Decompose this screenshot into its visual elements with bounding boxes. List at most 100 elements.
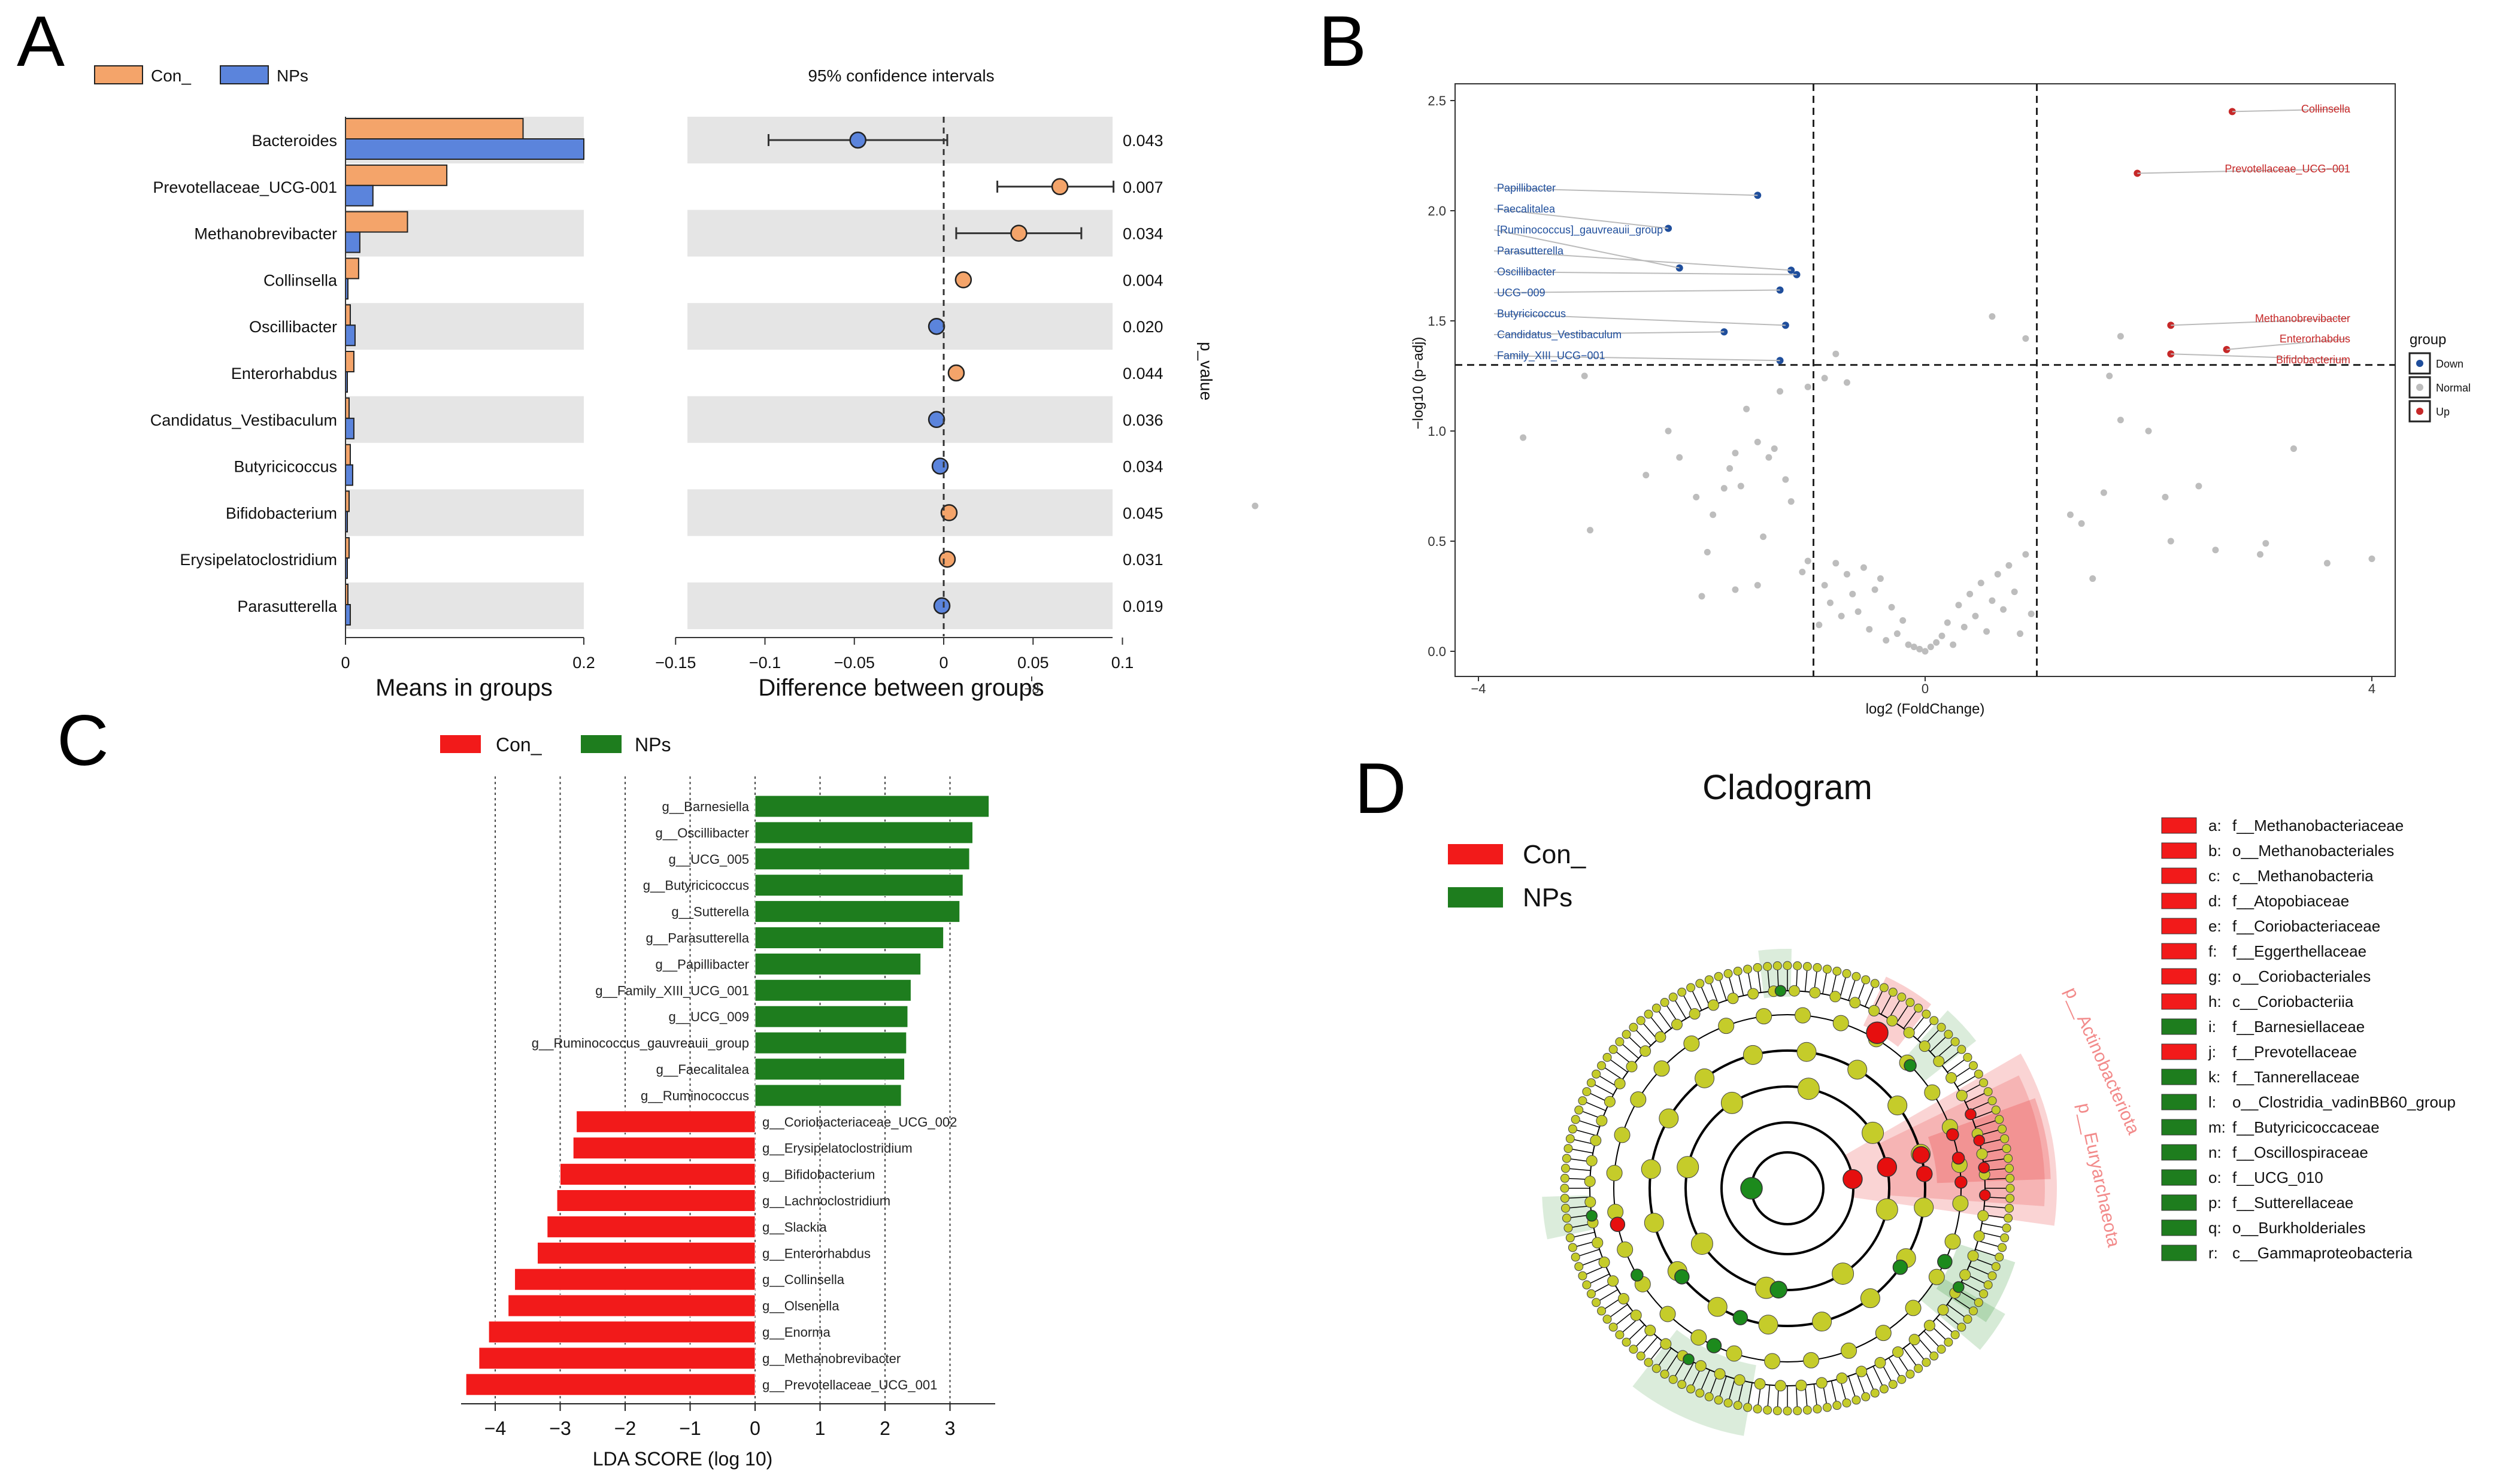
clado-leaf-node — [1723, 969, 1733, 978]
clado-leaf-branch — [1608, 1304, 1628, 1318]
p-value-label: 0.045 — [1123, 504, 1163, 522]
clado-node-nps — [1674, 1269, 1690, 1285]
normal-point — [1251, 502, 1259, 509]
normal-point — [2167, 538, 2174, 545]
clado-node-nps — [1937, 1254, 1953, 1270]
clado-node — [1659, 1306, 1676, 1322]
clado-sector-nps — [1632, 1330, 1756, 1436]
normal-point — [1910, 644, 1917, 651]
panel-d: D Cladogram Con_ NPs p__Actinobacteriota… — [1354, 748, 2456, 1436]
clado-leaf-branch — [1674, 999, 1687, 1019]
clado-leaf-node — [1704, 1392, 1714, 1401]
clado-leaf-node — [1922, 1358, 1931, 1367]
clado-node — [1809, 987, 1821, 999]
taxon-swatch — [2161, 893, 2197, 909]
clado-leaf-node — [1783, 961, 1792, 970]
p-value-axis-title: p_value — [1197, 342, 1216, 400]
taxon-key: g: — [2208, 967, 2222, 985]
means-axis-title: Means in groups — [375, 675, 553, 701]
lefse-bar-nps — [754, 1058, 905, 1081]
clado-leaf-branch — [1649, 1015, 1665, 1034]
normal-point — [2368, 555, 2375, 562]
category-label: Bacteroides — [251, 132, 337, 150]
clado-leaf-node — [1578, 1096, 1587, 1106]
lefse-bar-label: g__Ruminococcus — [641, 1088, 749, 1103]
clado-leaf-node — [1602, 1052, 1612, 1062]
clado-leaf-node — [1861, 975, 1871, 985]
category-label: Methanobrevibacter — [194, 225, 337, 243]
clado-node — [1614, 1127, 1631, 1143]
clado-leaf-node — [1897, 1374, 1907, 1384]
lefse-bar-con — [576, 1110, 756, 1133]
clado-leaf-node — [1888, 987, 1898, 997]
clado-leaf-branch — [1568, 1168, 1591, 1172]
clado-leaf-node — [2005, 1203, 2014, 1213]
normal-point — [1754, 438, 1761, 445]
lefse-bar-con — [560, 1163, 756, 1186]
clado-leaf-node — [1905, 1369, 1915, 1379]
volcano-legend-label: Up — [2436, 406, 2450, 418]
lefse-x-tick-label: −1 — [679, 1418, 701, 1439]
taxon-name: f__Sutterellaceae — [2232, 1194, 2353, 1212]
normal-point — [1977, 579, 1984, 587]
clado-node — [1829, 991, 1841, 1003]
clado-leaf-node — [1565, 1233, 1575, 1243]
arc-label-actinobacteriota: p__Actinobacteriota — [2061, 984, 2144, 1137]
clado-node — [1797, 1078, 1820, 1100]
clado-leaf-node — [1861, 1392, 1871, 1401]
lefse-bars: g__Barnesiella g__Oscillibacter g__UCG_005… — [465, 795, 990, 1396]
arc-letter-c: c — [2044, 1040, 2052, 1058]
clado-leaf-branch — [1896, 1004, 1910, 1024]
difference-tick-label: −0.05 — [834, 654, 875, 672]
clado-leaf-branch — [1961, 1281, 1982, 1294]
p-value-label: 0.007 — [1123, 178, 1163, 196]
clado-leaf-branch — [1577, 1119, 1600, 1128]
difference-point — [1010, 224, 1028, 242]
lefse-bar-label: g__Ruminococcus_gauvreauii_group — [532, 1036, 749, 1051]
clado-leaf-node — [1879, 983, 1889, 993]
row-bands — [346, 117, 1113, 629]
clado-leaf-branch — [1598, 1289, 1619, 1302]
clado-node — [1795, 1007, 1811, 1024]
normal-point — [1804, 383, 1811, 390]
clado-leaf-node — [1851, 1395, 1861, 1405]
clado-node — [1945, 1072, 1957, 1084]
clado-node — [1875, 1325, 1892, 1342]
up-leader-line — [2171, 318, 2348, 326]
normal-point — [1787, 498, 1795, 505]
clado-node — [1592, 1237, 1604, 1249]
normal-point — [2117, 333, 2124, 340]
normal-point — [1950, 641, 1957, 648]
normal-point — [1933, 639, 1940, 646]
clado-leaf-node — [1571, 1115, 1580, 1124]
clado-leaf-branch — [1572, 1231, 1595, 1238]
clado-leaf-branch — [1665, 1352, 1679, 1373]
normal-point — [1587, 527, 1593, 534]
normal-point — [2106, 372, 2113, 380]
taxon-key: n: — [2208, 1143, 2222, 1161]
clado-leaf-node — [1597, 1061, 1607, 1070]
lefse-legend-label-nps: NPs — [635, 734, 671, 755]
clado-node — [1677, 1156, 1699, 1179]
normal-point — [2262, 540, 2269, 547]
clado-node — [1747, 988, 1759, 1000]
clado-leaf-node — [1668, 1374, 1678, 1384]
clado-leaf-node — [1574, 1262, 1584, 1271]
clado-leaf-node — [1714, 1395, 1723, 1405]
clado-leaf-branch — [1941, 1050, 1960, 1066]
clado-node — [1976, 1148, 1988, 1160]
normal-point — [1799, 569, 1806, 576]
clado-leaf-node — [1979, 1078, 1989, 1088]
clado-leaf-branch — [1831, 1380, 1837, 1403]
difference-tick-label: 0.05 — [1017, 654, 1049, 672]
clado-leaf-node — [1783, 1406, 1792, 1416]
difference-point — [933, 597, 951, 615]
legend-label-nps: NPs — [277, 66, 308, 85]
clado-leaf-node — [1937, 1022, 1946, 1032]
difference-point — [947, 364, 965, 382]
clado-node — [1671, 1018, 1683, 1030]
ci-row-band — [687, 396, 1113, 443]
down-label: Candidatus_Vestibaculum — [1497, 329, 1622, 341]
clado-leaf-node — [1695, 1388, 1705, 1398]
clado-leaf-branch — [1657, 1009, 1672, 1029]
